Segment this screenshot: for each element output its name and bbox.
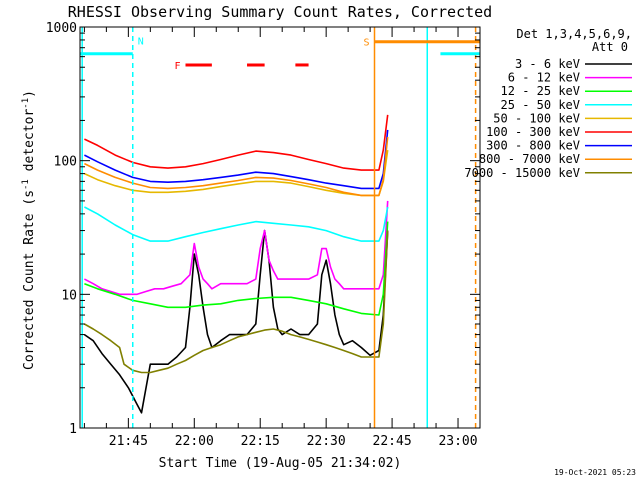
x-tick-label: 22:45 <box>373 434 412 449</box>
legend-header-line-1: Det 1,3,4,5,6,9, <box>516 27 632 41</box>
y-tick-label: 100 <box>54 155 77 170</box>
y-tick-label: 1 <box>69 422 77 437</box>
footer-date: 19-Oct-2021 05:23 <box>554 468 636 477</box>
legend-label-100-300-kev: 100 - 300 keV <box>486 125 580 139</box>
x-tick-label: 22:30 <box>307 434 346 449</box>
legend-header-line-2: Att 0 <box>592 40 628 54</box>
x-tick-label: 22:15 <box>241 434 280 449</box>
x-axis-label: Start Time (19-Aug-05 21:34:02) <box>159 456 402 471</box>
legend-label-25-50-kev: 25 - 50 keV <box>501 98 580 112</box>
flare-flag-label: F <box>174 61 180 72</box>
x-tick-label: 22:00 <box>175 434 214 449</box>
series-line-800-7000-kev <box>84 137 389 197</box>
y-tick-label: 1000 <box>46 21 77 36</box>
series-line-300-800-kev <box>84 129 389 190</box>
y-axis: 1 10 100 1000 <box>46 21 480 437</box>
series-line-3-6-kev <box>83 229 389 414</box>
x-tick-label: 23:00 <box>438 434 477 449</box>
legend-label-7000-15000-kev: 7000 - 15000 keV <box>464 166 580 180</box>
legend-label-6-12-kev: 6 - 12 keV <box>508 71 580 85</box>
annotation-layer: N S F <box>80 27 480 428</box>
legend-label-12-25-kev: 12 - 25 keV <box>501 84 580 98</box>
series-line-6-12-kev <box>84 200 389 296</box>
plot-frame <box>79 26 481 429</box>
y-tick-label: 10 <box>61 288 77 303</box>
legend-label-50-100-kev: 50 - 100 keV <box>493 111 580 125</box>
legend-label-300-800-kev: 300 - 800 keV <box>486 139 580 153</box>
legend-label-3-6-kev: 3 - 6 keV <box>515 57 580 71</box>
night-flag-label: N <box>138 37 144 48</box>
series-line-12-25-kev <box>84 221 389 316</box>
legend-label-800-7000-kev: 800 - 7000 keV <box>479 152 580 166</box>
y-axis-label: Corrected Count Rate (s-1 detector-1) <box>21 90 37 370</box>
saa-flag-label: S <box>364 38 370 49</box>
x-tick-label: 21:45 <box>109 434 148 449</box>
series-line-100-300-kev <box>84 114 389 171</box>
series-line-25-50-kev <box>84 206 389 242</box>
x-axis: 21:45 22:00 22:15 22:30 22:45 23:00 <box>83 27 478 449</box>
chart-title: RHESSI Observing Summary Count Rates, Co… <box>68 3 492 21</box>
